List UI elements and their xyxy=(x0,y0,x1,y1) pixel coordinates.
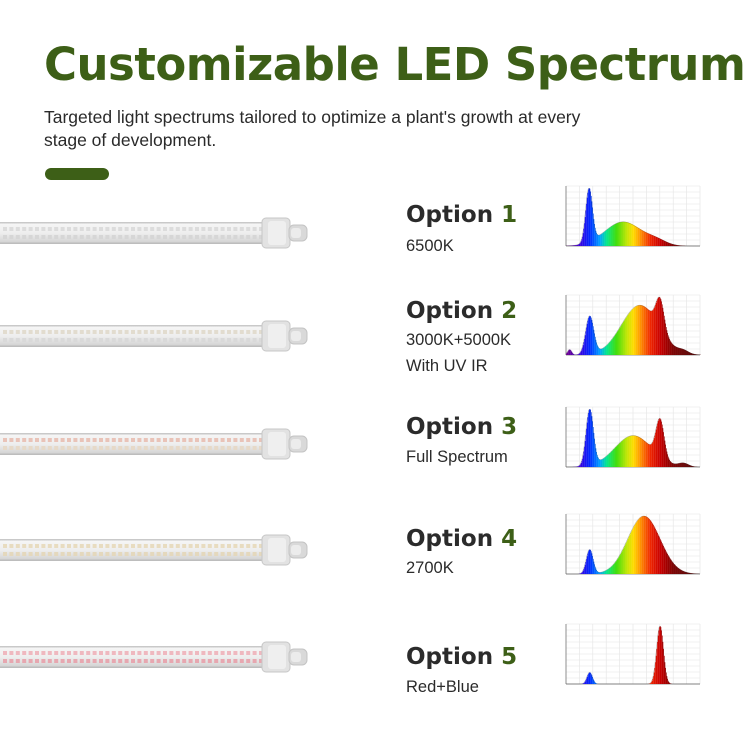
option-4-title: Option 4 xyxy=(406,526,518,552)
accent-bar xyxy=(45,168,109,180)
option-2-line-2: With UV IR xyxy=(406,357,488,375)
spectrum-chart-option-1 xyxy=(550,182,708,262)
option-1-title: Option 1 xyxy=(406,202,518,228)
led-tube-option-3 xyxy=(0,428,308,460)
option-1-line-1: 6500K xyxy=(406,237,454,255)
option-4-line-1: 2700K xyxy=(406,559,454,577)
option-1-desc: 6500K xyxy=(406,233,454,259)
page-subtitle: Targeted light spectrums tailored to opt… xyxy=(44,107,581,150)
led-tube-option-1 xyxy=(0,217,308,249)
option-2-line-1: 3000K+5000K xyxy=(406,331,512,349)
option-2-title: Option 2 xyxy=(406,298,518,324)
option-5-desc: Red+Blue xyxy=(406,674,479,700)
spectrum-chart-option-4 xyxy=(550,510,708,590)
option-3-desc: Full Spectrum xyxy=(406,444,508,470)
option-2-desc: 3000K+5000K With UV IR xyxy=(406,327,511,379)
led-tube-option-5 xyxy=(0,641,308,673)
page-title: Customizable LED Spectrum xyxy=(44,38,746,91)
option-5-line-1: Red+Blue xyxy=(406,678,479,696)
spectrum-chart-option-2 xyxy=(550,291,708,371)
led-tube-option-4 xyxy=(0,534,308,566)
spectrum-chart-option-3 xyxy=(550,403,708,483)
option-4-desc: 2700K xyxy=(406,555,454,581)
led-tube-option-2 xyxy=(0,320,308,352)
option-3-title: Option 3 xyxy=(406,414,518,440)
option-3-line-1: Full Spectrum xyxy=(406,448,508,466)
option-5-title: Option 5 xyxy=(406,644,518,670)
spectrum-chart-option-5 xyxy=(550,620,708,700)
